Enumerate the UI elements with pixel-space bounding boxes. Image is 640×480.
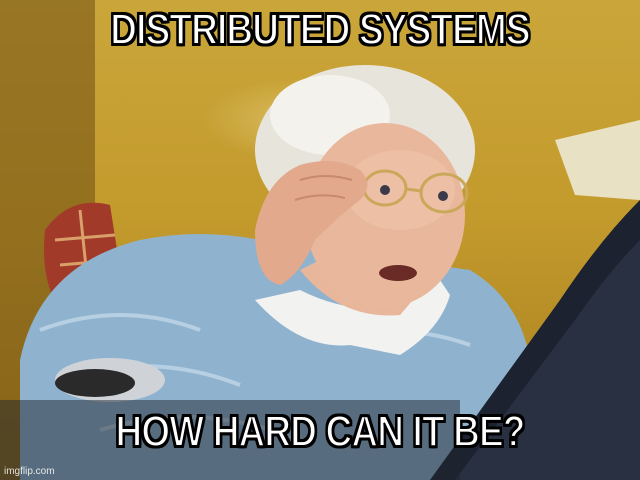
open-mouth bbox=[379, 265, 417, 281]
meme-top-caption: DISTRIBUTED SYSTEMS bbox=[109, 5, 531, 54]
meme-bottom-caption: HOW HARD CAN IT BE? bbox=[115, 407, 527, 456]
lamp-shade bbox=[555, 120, 640, 200]
white-collar bbox=[255, 280, 450, 355]
imgflip-watermark: imgflip.com bbox=[4, 466, 55, 477]
hand bbox=[255, 161, 368, 285]
desk bbox=[0, 400, 460, 480]
